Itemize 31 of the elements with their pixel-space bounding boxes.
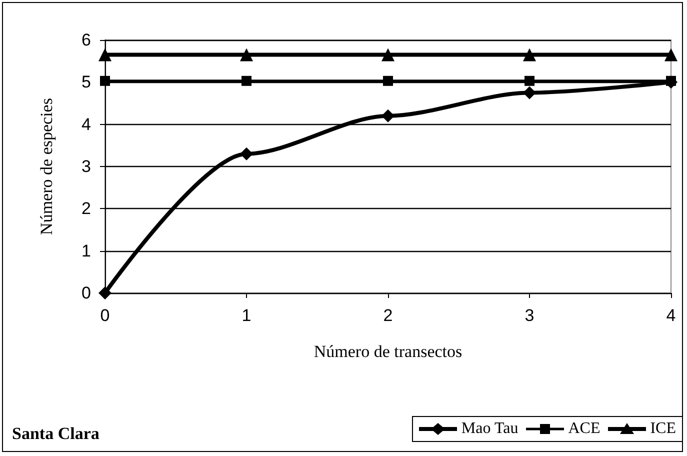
y-tick-label: 0 [82, 284, 91, 302]
x-tick-label: 1 [242, 306, 252, 325]
y-axis-title: Número de especies [37, 98, 56, 235]
legend-label: Mao Tau [461, 420, 518, 438]
y-tick-label: 5 [82, 72, 91, 92]
y-tick-label: 2 [82, 199, 91, 218]
legend-label: ICE [650, 420, 676, 438]
point [523, 48, 536, 62]
y-tick-label: 1 [82, 241, 91, 260]
point [98, 48, 112, 62]
x-tick-label: 4 [666, 306, 676, 325]
point [524, 76, 534, 86]
y-tick-label: 6 [82, 30, 91, 50]
point [523, 86, 536, 100]
legend-label: ACE [568, 420, 600, 438]
x-tick-label: 0 [100, 306, 110, 325]
point [242, 76, 252, 86]
point [100, 76, 110, 86]
y-tick-label: 4 [82, 114, 91, 134]
point [382, 109, 394, 122]
point [664, 48, 678, 62]
point [98, 286, 112, 300]
point [240, 48, 253, 62]
y-tick-label: 3 [82, 157, 91, 176]
point [383, 76, 393, 86]
x-tick-label: 2 [383, 306, 393, 325]
x-axis-title: Número de transectos [314, 342, 462, 361]
text: Santa Clara [12, 424, 100, 444]
x-tick-label: 3 [524, 306, 534, 325]
point [382, 48, 394, 62]
point [240, 147, 253, 160]
